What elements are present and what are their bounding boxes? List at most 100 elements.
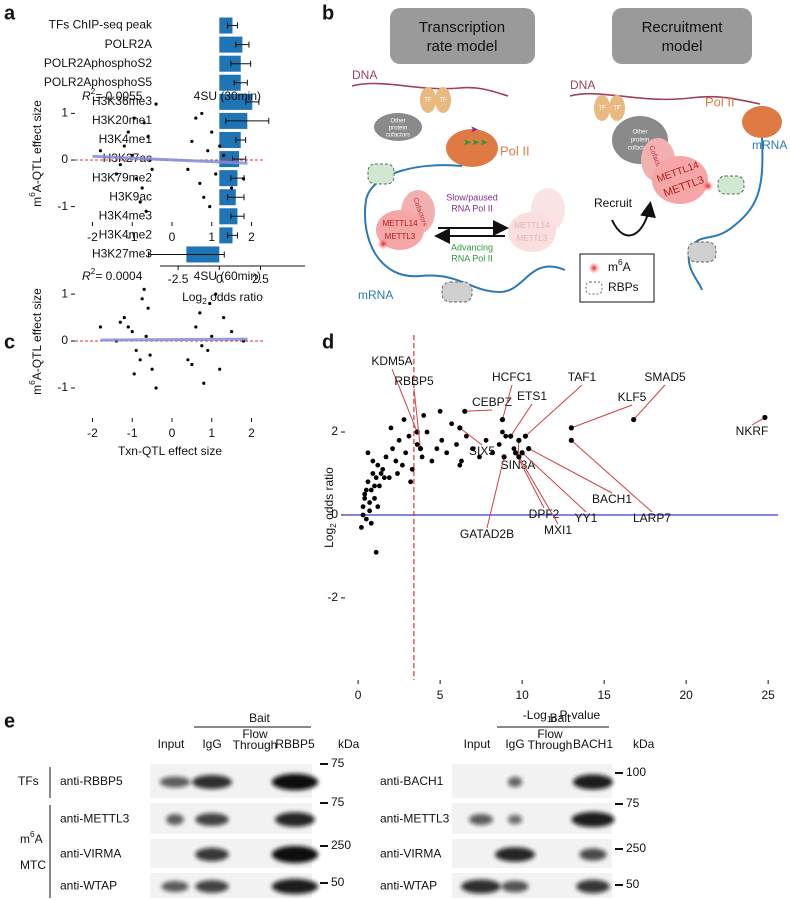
point — [118, 320, 122, 324]
point — [390, 446, 395, 452]
point — [424, 429, 430, 435]
error-bar — [225, 117, 270, 124]
point — [138, 200, 142, 204]
point — [375, 504, 381, 510]
point — [214, 172, 218, 176]
group-label-part: A — [35, 832, 43, 846]
tf-label: TF — [424, 98, 432, 104]
m6a-dot — [377, 238, 389, 250]
x-axis-title-part: 2 — [202, 296, 207, 306]
labeled-point — [522, 433, 529, 439]
group-label-part: m — [20, 832, 30, 846]
error-bar — [235, 41, 250, 48]
error-bar — [233, 79, 248, 86]
point — [200, 111, 204, 116]
point — [198, 181, 202, 185]
arrow — [611, 201, 656, 237]
error-bar — [235, 137, 247, 143]
point — [126, 325, 130, 329]
leader-line — [525, 384, 583, 437]
cofactor-label: protein — [389, 126, 407, 132]
tf — [435, 87, 451, 113]
bait-label: Bait — [550, 711, 571, 725]
point-label: HCFC1 — [492, 370, 532, 384]
y-axis-title-part: Log — [322, 528, 336, 548]
point — [363, 516, 369, 522]
y-tick-label: 0 — [331, 507, 338, 521]
group-label: MTC — [20, 858, 46, 872]
labeled-point — [526, 446, 532, 452]
point — [202, 381, 206, 385]
tf-label: TF — [613, 106, 621, 112]
point — [126, 130, 130, 134]
leader-line — [459, 427, 483, 446]
model-title: Recruitment — [642, 19, 724, 36]
category-label: POLR2AphosphoS5 — [44, 75, 152, 89]
point — [186, 167, 190, 171]
mettl-complex — [508, 212, 556, 252]
leader-line — [528, 448, 613, 494]
blot-band — [159, 776, 191, 788]
state-label: Advancing — [451, 242, 493, 252]
point — [408, 479, 414, 485]
legend-swatch — [588, 262, 600, 274]
model-title: Transcription — [419, 19, 505, 36]
point — [439, 437, 445, 443]
dna-label: DNA — [352, 68, 377, 82]
y-axis-title-part: 6 — [27, 380, 37, 385]
point — [140, 186, 144, 190]
error-bar — [147, 251, 225, 258]
y-tick-label: 1 — [61, 286, 68, 300]
x-tick-label: 0 — [169, 230, 176, 244]
antibody-label: anti-WTAP — [380, 879, 437, 893]
category-label: H3K9ac — [109, 189, 152, 203]
point — [373, 549, 379, 555]
point-label: MXI1 — [544, 523, 572, 537]
antibody-label: anti-WTAP — [60, 879, 117, 893]
point — [490, 450, 496, 456]
point — [114, 172, 118, 176]
point-label: GATAD2B — [460, 527, 514, 541]
point — [210, 334, 214, 338]
cofactor-label: Other — [390, 119, 405, 125]
point — [362, 491, 368, 497]
mettl-label: METTL14 — [382, 219, 418, 228]
point — [367, 508, 373, 514]
point-label: SIN3A — [501, 458, 536, 472]
point — [222, 153, 226, 157]
annotation-part: R — [82, 269, 91, 283]
rbp — [367, 163, 395, 185]
point — [98, 325, 103, 329]
point — [496, 442, 502, 447]
annotation: R2= 0.0055 — [82, 86, 143, 103]
pol2 — [742, 106, 782, 138]
bait-label: Bait — [249, 711, 270, 725]
labeled-point — [501, 454, 507, 460]
labeled-point — [516, 437, 522, 443]
point — [409, 466, 415, 472]
marker-label: 50 — [626, 877, 640, 891]
cofactor-label: cofactors — [628, 146, 652, 152]
bar — [219, 208, 238, 225]
x-tick-label: 20 — [679, 688, 693, 702]
point — [134, 348, 138, 353]
point-label: ETS1 — [517, 389, 547, 403]
x-tick-label: 2 — [248, 230, 255, 244]
pol2-label: Pol II — [500, 143, 530, 158]
antibody-label: anti-VIRMA — [60, 847, 121, 861]
bar — [219, 227, 233, 244]
point — [132, 116, 136, 120]
dna — [569, 92, 761, 105]
blot-band — [161, 881, 189, 892]
point — [414, 442, 420, 447]
x-tick-label: -2 — [87, 230, 98, 244]
point — [381, 475, 387, 481]
x-tick-label: 25 — [761, 688, 775, 702]
point — [375, 462, 381, 468]
annotation-part: 2 — [91, 86, 96, 96]
antibody-label: anti-METTL3 — [60, 812, 130, 826]
category-label: H3K27me3 — [92, 247, 152, 261]
point — [393, 458, 399, 464]
point — [154, 386, 158, 390]
point — [190, 139, 194, 143]
